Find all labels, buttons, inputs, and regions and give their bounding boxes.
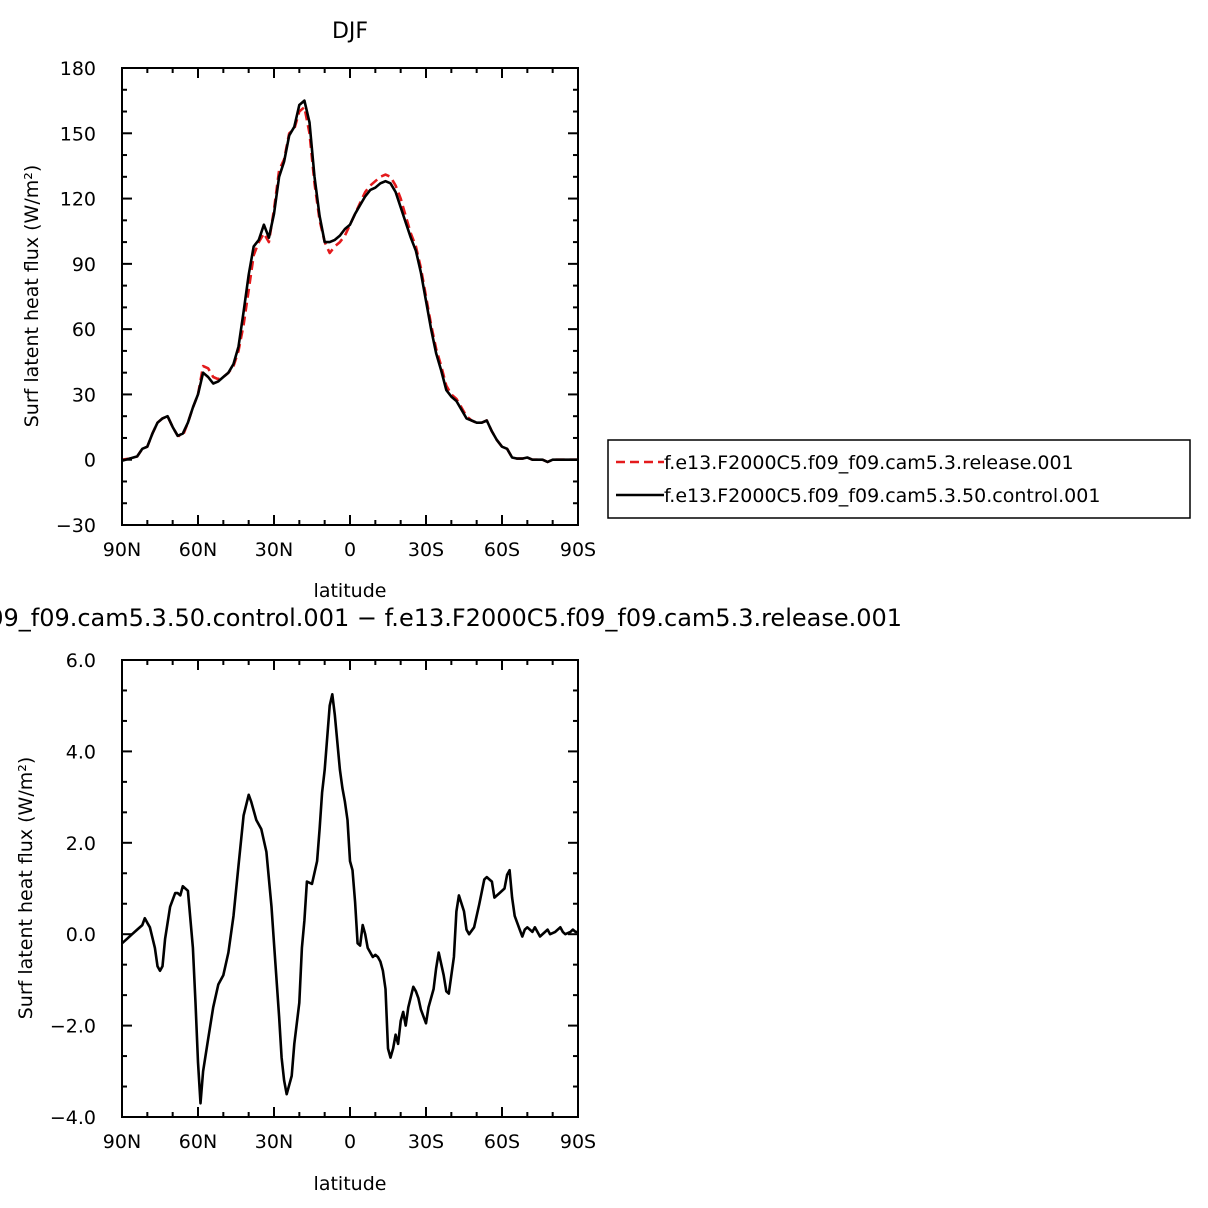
bottom-y-tick-label: 4.0 bbox=[66, 741, 96, 763]
bottom-x-axis-label: latitude bbox=[314, 1173, 387, 1195]
bottom-chart-title: f.e13.F2000C5.f09_f09.cam5.3.50.control.… bbox=[0, 604, 902, 632]
bottom-plot-frame bbox=[121, 659, 579, 1118]
bottom-y-tick-label: −4.0 bbox=[50, 1107, 96, 1129]
top-series-line-1 bbox=[121, 99, 578, 464]
top-y-tick-label: −30 bbox=[56, 515, 96, 537]
top-y-tick-label: 30 bbox=[72, 384, 96, 406]
bottom-y-tick-label: 2.0 bbox=[66, 833, 96, 855]
top-x-tick-label: 30S bbox=[408, 539, 444, 561]
top-x-axis-label: latitude bbox=[314, 580, 387, 602]
bottom-series-line-0 bbox=[121, 693, 578, 1105]
legend-entry-release: f.e13.F2000C5.f09_f09.cam5.3.release.001 bbox=[664, 452, 1074, 474]
top-y-tick-label: 180 bbox=[60, 58, 96, 80]
bottom-x-tick-label: 60N bbox=[179, 1131, 217, 1153]
bottom-series-group bbox=[121, 693, 578, 1105]
top-y-tick-label: 150 bbox=[60, 123, 96, 145]
bottom-x-tick-label: 90N bbox=[103, 1131, 141, 1153]
top-x-tick-label: 90S bbox=[560, 539, 596, 561]
top-y-tick-label: 90 bbox=[72, 254, 96, 276]
top-x-tick-label: 90N bbox=[103, 539, 141, 561]
top-y-tick-label: 0 bbox=[84, 450, 96, 472]
bottom-x-tick-label: 0 bbox=[344, 1131, 356, 1153]
bottom-x-tick-label: 30S bbox=[408, 1131, 444, 1153]
top-x-tick-label: 0 bbox=[344, 539, 356, 561]
bottom-x-tick-label: 30N bbox=[255, 1131, 293, 1153]
top-y-tick-label: 120 bbox=[60, 189, 96, 211]
top-axes-group: 90N 60N 30N 0 30S 60S 90S −30 0 30 60 90 120 150 180 bbox=[56, 58, 596, 561]
top-y-tick-label: 60 bbox=[72, 319, 96, 341]
bottom-y-tick-label: 6.0 bbox=[66, 650, 96, 672]
top-plot-frame bbox=[121, 67, 579, 526]
bottom-y-tick-label: 0.0 bbox=[66, 924, 96, 946]
legend-entry-control: f.e13.F2000C5.f09_f09.cam5.3.50.control.… bbox=[664, 485, 1100, 507]
top-x-tick-label: 30N bbox=[255, 539, 293, 561]
bottom-axes-group: 90N 60N 30N 0 30S 60S 90S −4.0 −2.0 0.0 2.0 4.0 6.0 bbox=[50, 650, 596, 1153]
top-x-tick-label: 60N bbox=[179, 539, 217, 561]
top-series-line-0 bbox=[121, 105, 578, 464]
top-x-tick-label: 60S bbox=[484, 539, 520, 561]
legend-box bbox=[607, 439, 1191, 519]
bottom-y-axis-label: Surf latent heat flux (W/m²) bbox=[15, 757, 37, 1020]
legend: f.e13.F2000C5.f09_f09.cam5.3.release.001… bbox=[607, 439, 1191, 519]
top-chart-title: DJF bbox=[332, 19, 368, 44]
bottom-y-tick-label: −2.0 bbox=[50, 1016, 96, 1038]
top-y-axis-label: Surf latent heat flux (W/m²) bbox=[21, 165, 43, 428]
top-series-group bbox=[121, 99, 578, 464]
bottom-panel: f.e13.F2000C5.f09_f09.cam5.3.50.control.… bbox=[0, 604, 902, 1195]
bottom-x-tick-label: 60S bbox=[484, 1131, 520, 1153]
top-panel: DJF 90N 60N 30N 0 30S 60S 90S −30 0 30 60 90 120 150 1… bbox=[21, 19, 1191, 602]
bottom-x-tick-label: 90S bbox=[560, 1131, 596, 1153]
